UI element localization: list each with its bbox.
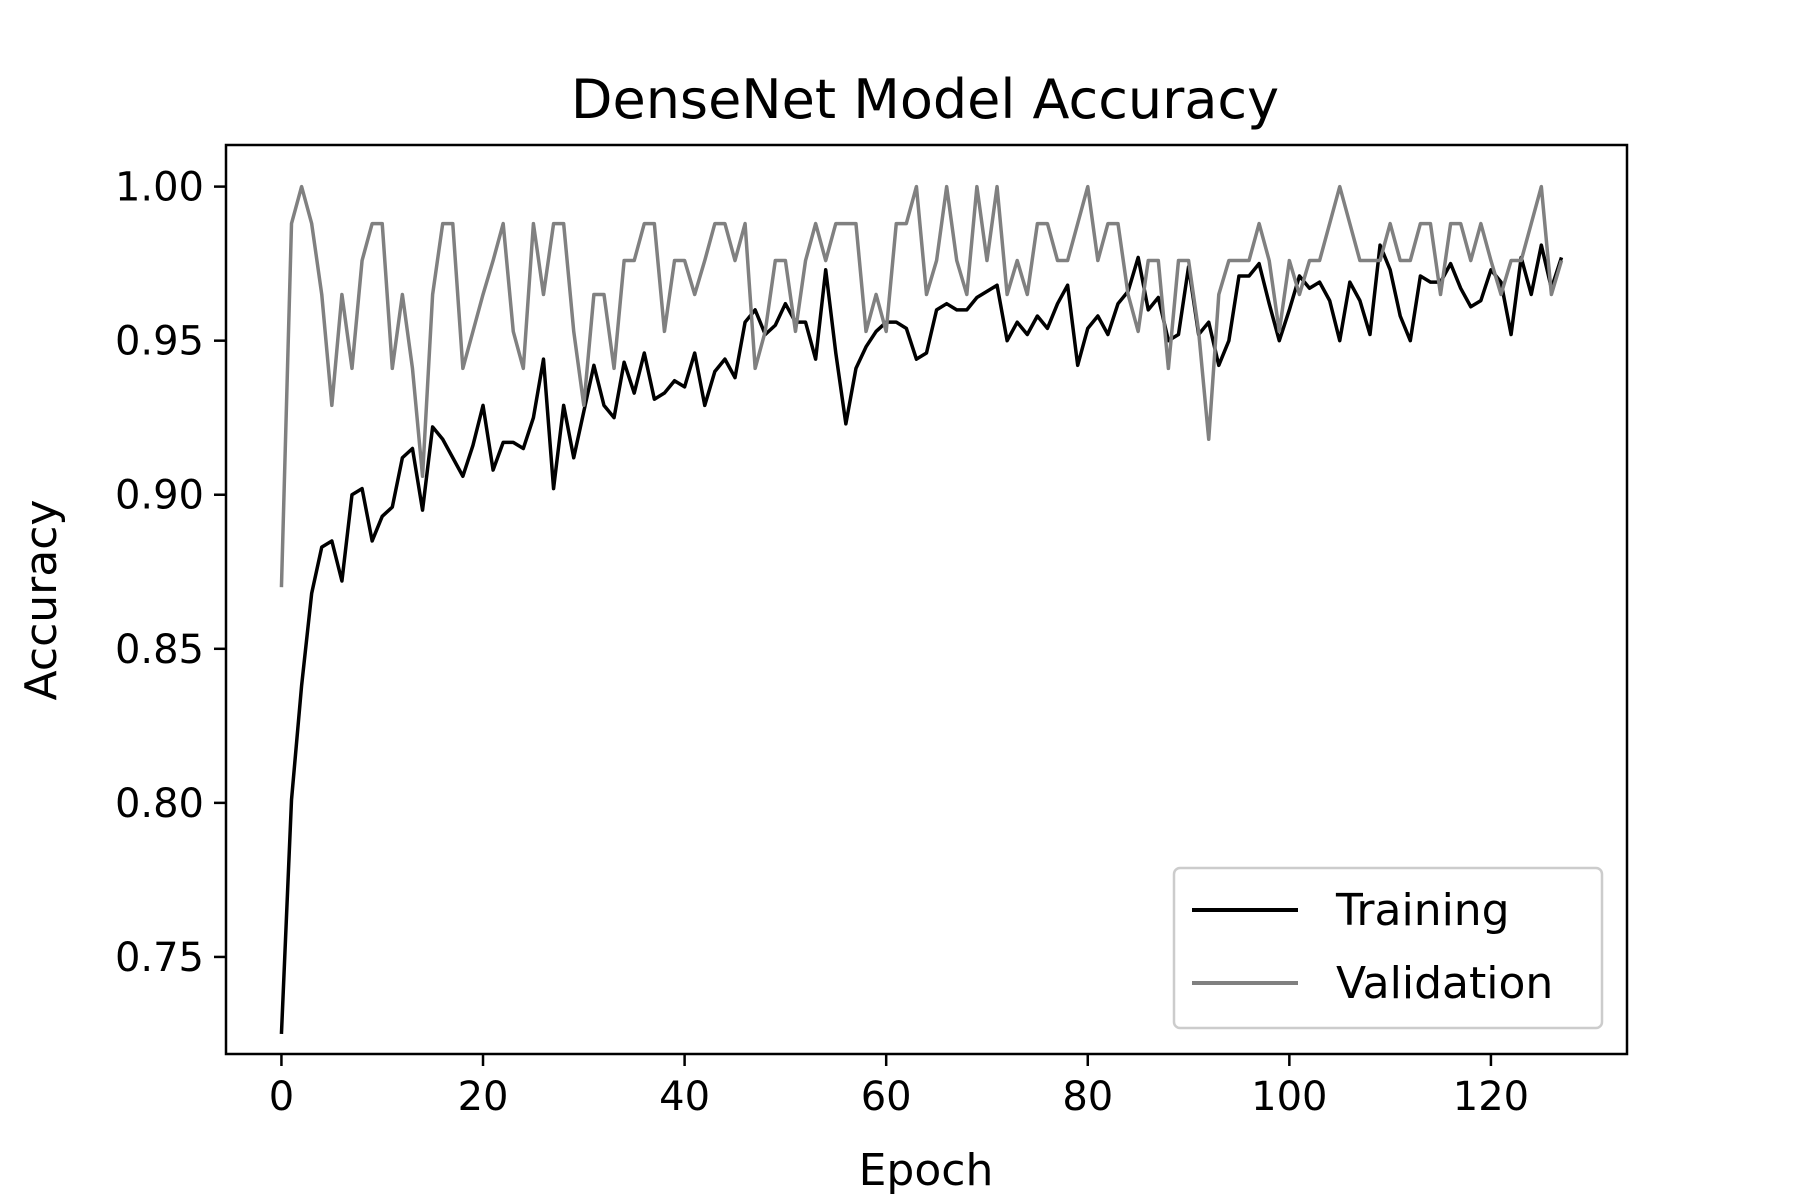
x-tick-label: 20 bbox=[458, 1074, 509, 1120]
x-axis-title: Epoch bbox=[859, 1145, 994, 1196]
y-tick-label: 0.75 bbox=[115, 935, 204, 981]
y-tick-label: 0.80 bbox=[115, 781, 204, 827]
y-tick-label: 1.00 bbox=[115, 165, 204, 211]
x-tick-label: 40 bbox=[659, 1074, 710, 1120]
x-axis-ticks: 0 20 40 60 80 100 120 bbox=[269, 1054, 1529, 1120]
legend-label-validation: Validation bbox=[1336, 958, 1553, 1009]
y-tick-label: 0.90 bbox=[115, 473, 204, 519]
x-tick-label: 80 bbox=[1062, 1074, 1113, 1120]
y-axis-title: Accuracy bbox=[16, 500, 67, 701]
series-line-validation bbox=[279, 184, 1564, 588]
series-line-training bbox=[279, 243, 1564, 1035]
x-tick-label: 120 bbox=[1453, 1074, 1529, 1120]
y-tick-label: 0.85 bbox=[115, 627, 204, 673]
x-tick-label: 60 bbox=[861, 1074, 912, 1120]
legend: Training Validation bbox=[1172, 866, 1604, 1030]
x-tick-label: 0 bbox=[269, 1074, 294, 1120]
y-axis-ticks: 0.75 0.80 0.85 0.90 0.95 1.00 bbox=[115, 165, 226, 981]
plot-lines bbox=[279, 184, 1564, 1035]
x-tick-label: 100 bbox=[1251, 1074, 1327, 1120]
y-tick-label: 0.95 bbox=[115, 319, 204, 365]
chart-title: DenseNet Model Accuracy bbox=[571, 68, 1279, 131]
plot-frame bbox=[224, 143, 1629, 1056]
legend-label-training: Training bbox=[1335, 885, 1510, 936]
